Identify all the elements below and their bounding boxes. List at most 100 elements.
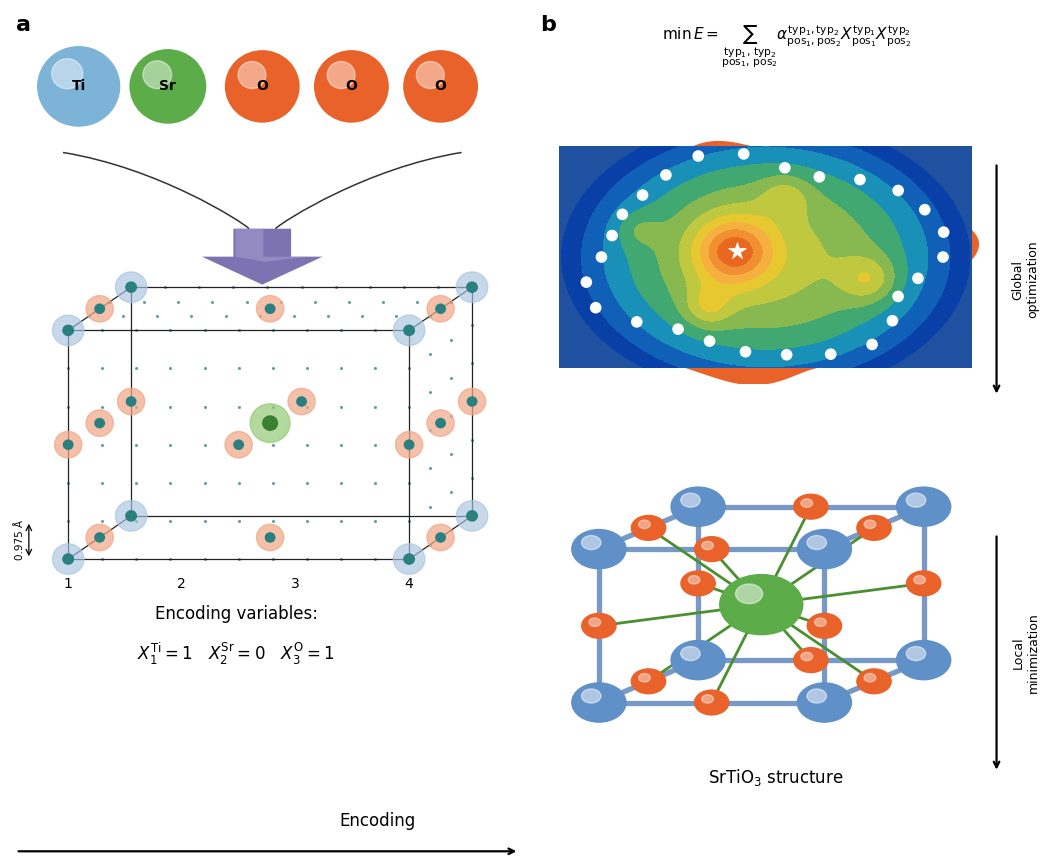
Point	[635, 188, 651, 202]
Circle shape	[226, 51, 299, 122]
Circle shape	[572, 683, 626, 722]
Point	[917, 203, 934, 217]
Circle shape	[436, 533, 446, 542]
Circle shape	[38, 47, 120, 126]
Circle shape	[897, 487, 950, 526]
Point	[690, 149, 707, 163]
Text: 3: 3	[291, 577, 300, 591]
Circle shape	[801, 499, 813, 507]
Circle shape	[315, 51, 388, 122]
Circle shape	[436, 304, 446, 314]
Circle shape	[807, 536, 827, 550]
Point	[890, 183, 906, 197]
Point	[811, 170, 828, 184]
Point	[587, 301, 604, 314]
Circle shape	[794, 648, 828, 672]
Circle shape	[427, 295, 454, 322]
Circle shape	[395, 431, 423, 458]
Circle shape	[467, 282, 477, 292]
Circle shape	[631, 669, 666, 694]
Point	[852, 173, 869, 187]
Circle shape	[436, 418, 446, 428]
Point	[884, 314, 901, 327]
Circle shape	[857, 516, 892, 540]
Circle shape	[130, 50, 206, 123]
Text: a: a	[16, 16, 30, 35]
Circle shape	[327, 61, 355, 88]
Circle shape	[265, 533, 275, 542]
Text: Local
minimization: Local minimization	[1011, 613, 1040, 694]
Text: 2: 2	[177, 577, 187, 591]
Circle shape	[797, 683, 852, 722]
Circle shape	[857, 669, 892, 694]
Circle shape	[287, 388, 316, 415]
Circle shape	[906, 493, 925, 507]
Circle shape	[456, 500, 488, 531]
Circle shape	[393, 543, 425, 575]
Point	[701, 334, 718, 348]
Circle shape	[681, 571, 715, 596]
Circle shape	[694, 690, 729, 715]
Circle shape	[143, 60, 172, 89]
Point	[936, 226, 952, 239]
Circle shape	[694, 537, 729, 562]
Circle shape	[224, 431, 252, 458]
Circle shape	[297, 397, 306, 406]
Circle shape	[256, 295, 283, 322]
Point	[909, 271, 926, 285]
Circle shape	[807, 689, 827, 703]
Point	[776, 161, 793, 175]
Circle shape	[94, 304, 105, 314]
Circle shape	[52, 315, 84, 346]
Point	[863, 338, 880, 352]
Circle shape	[639, 673, 650, 682]
Circle shape	[814, 618, 827, 626]
Point	[737, 345, 754, 359]
Circle shape	[702, 541, 713, 550]
Point	[778, 348, 795, 362]
Point	[669, 322, 686, 336]
Circle shape	[427, 410, 454, 436]
Circle shape	[238, 61, 266, 88]
Text: O: O	[345, 79, 358, 93]
Circle shape	[250, 403, 290, 442]
Circle shape	[86, 524, 113, 550]
Text: Encoding variables:: Encoding variables:	[154, 605, 318, 623]
Circle shape	[234, 440, 243, 449]
Circle shape	[404, 51, 477, 122]
Point	[593, 251, 609, 264]
Text: 4: 4	[405, 577, 413, 591]
Point	[735, 147, 752, 161]
Text: Sr: Sr	[159, 79, 176, 93]
Circle shape	[671, 487, 725, 526]
Circle shape	[906, 571, 941, 596]
Point	[890, 289, 906, 303]
Circle shape	[456, 272, 488, 302]
Circle shape	[393, 315, 425, 346]
Point	[935, 251, 951, 264]
Circle shape	[735, 584, 763, 604]
Circle shape	[468, 397, 476, 406]
Circle shape	[458, 388, 486, 415]
Circle shape	[404, 554, 414, 564]
Circle shape	[688, 575, 700, 584]
Polygon shape	[201, 229, 323, 284]
Circle shape	[639, 520, 650, 529]
Point	[614, 207, 630, 221]
Text: 0.975 Å: 0.975 Å	[15, 520, 25, 560]
Point	[578, 276, 595, 289]
Circle shape	[63, 325, 73, 335]
Circle shape	[801, 652, 813, 661]
Text: $X_1^{\mathrm{Ti}} = 1 \quad X_2^{\mathrm{Sr}} = 0 \quad X_3^{\mathrm{O}} = 1$: $X_1^{\mathrm{Ti}} = 1 \quad X_2^{\mathr…	[137, 640, 335, 667]
Text: 1: 1	[64, 577, 72, 591]
Circle shape	[681, 646, 700, 661]
Text: Ti: Ti	[71, 79, 86, 93]
Point	[658, 168, 675, 182]
Text: Encoding: Encoding	[340, 812, 415, 829]
Circle shape	[126, 397, 135, 406]
Polygon shape	[561, 142, 979, 384]
Circle shape	[582, 613, 616, 638]
Circle shape	[797, 530, 852, 569]
Circle shape	[256, 524, 283, 550]
Circle shape	[808, 613, 841, 638]
